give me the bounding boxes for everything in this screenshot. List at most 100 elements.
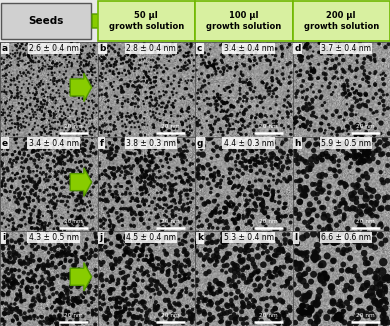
Point [77,47,83,52]
Point [152,166,158,171]
Point [265,215,271,220]
Point [136,66,142,71]
Point [75,101,82,106]
Point [67,182,73,187]
Point [249,156,255,161]
Point [296,212,303,217]
Point [87,180,93,185]
Point [225,279,232,284]
Point [301,311,307,316]
Point [362,158,369,163]
Point [0,301,5,306]
Point [4,282,11,288]
Point [146,259,152,265]
Point [68,236,74,241]
Point [147,248,154,254]
Point [365,186,371,191]
Point [21,260,27,265]
Point [232,282,238,287]
Point [225,156,232,161]
Point [63,75,69,80]
Point [44,151,51,156]
Point [319,261,326,267]
Point [154,137,160,142]
Point [169,41,176,47]
Point [173,175,179,181]
Point [248,273,255,278]
Point [196,307,202,313]
Point [46,58,53,63]
Point [34,102,40,107]
Point [228,156,234,161]
Point [247,121,253,126]
Point [26,278,32,283]
Point [82,123,88,128]
Point [74,90,80,95]
Point [76,96,82,101]
Point [270,188,276,193]
Point [254,309,260,314]
Point [362,151,369,156]
Point [103,309,109,315]
Point [267,62,273,67]
Point [273,312,279,318]
Point [27,56,33,61]
Point [342,182,348,187]
Point [381,143,388,148]
Point [31,273,37,278]
Point [269,314,275,319]
Point [147,65,154,70]
Point [49,73,55,78]
Point [287,149,294,154]
Point [141,235,147,241]
Point [106,182,112,187]
Point [154,305,160,311]
Point [80,183,86,188]
Point [74,132,80,137]
Point [134,178,140,183]
Point [9,170,16,176]
Point [299,115,305,121]
Point [24,202,30,207]
Point [9,184,15,189]
Point [361,151,367,156]
Point [264,192,270,197]
Point [60,55,67,60]
Point [377,233,383,238]
Point [240,148,246,154]
Point [294,119,300,124]
Point [90,150,96,156]
Point [12,176,18,181]
Point [298,297,305,302]
Point [14,44,20,49]
Point [20,174,27,179]
Point [226,167,232,172]
Point [20,179,27,184]
Point [23,73,30,79]
Point [125,301,131,306]
Point [60,199,66,204]
Point [218,146,224,151]
Point [61,72,67,77]
Point [152,80,158,85]
Point [211,61,217,67]
Point [9,126,15,131]
Point [10,280,16,285]
Point [165,272,171,277]
Point [319,175,325,180]
Point [273,102,279,107]
Point [82,148,88,153]
Point [96,109,103,114]
Point [80,114,86,120]
Point [96,247,102,253]
Point [103,315,110,320]
Point [181,187,188,193]
Point [330,236,336,242]
Point [237,110,243,115]
Point [282,321,288,326]
Point [326,144,332,149]
Point [131,111,137,117]
Point [185,310,191,315]
Point [6,306,12,312]
Point [219,107,225,112]
